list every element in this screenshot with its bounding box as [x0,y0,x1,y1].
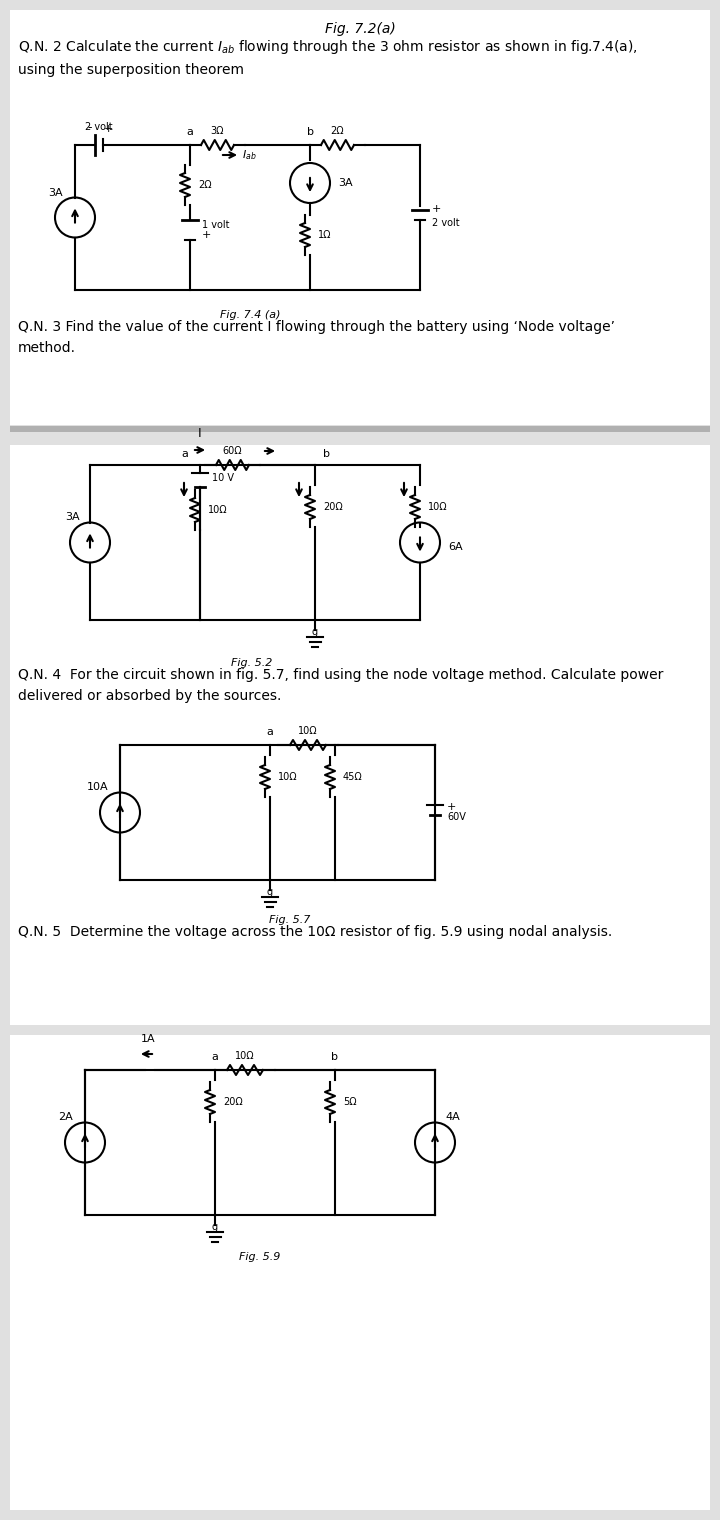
Text: +: + [104,125,113,134]
Text: Q.N. 2 Calculate the current $I_{ab}$ flowing through the 3 ohm resistor as show: Q.N. 2 Calculate the current $I_{ab}$ fl… [18,38,638,76]
Text: g: g [312,626,318,637]
Text: 6A: 6A [448,543,463,552]
Text: Q.N. 4  For the circuit shown in fig. 5.7, find using the node voltage method. C: Q.N. 4 For the circuit shown in fig. 5.7… [18,667,663,702]
Text: 10Ω: 10Ω [208,505,228,515]
Text: 3Ω: 3Ω [210,126,224,135]
Text: +: + [432,205,441,214]
Text: -: - [88,122,92,134]
Text: 4A: 4A [445,1111,460,1122]
Text: Fig. 5.7: Fig. 5.7 [269,915,311,926]
Text: b: b [307,128,313,137]
Text: 45Ω: 45Ω [343,772,363,781]
Text: $I_{ab}$: $I_{ab}$ [242,147,256,163]
Bar [10,1035,710,1509]
Text: a: a [266,727,274,737]
Text: Fig. 7.2(a): Fig. 7.2(a) [325,21,395,36]
Text: 60V: 60V [447,813,466,822]
Text: a: a [186,128,194,137]
Text: 10Ω: 10Ω [235,1050,255,1061]
Text: 2A: 2A [58,1111,73,1122]
Text: 20Ω: 20Ω [223,1097,243,1107]
Text: a: a [181,448,189,459]
Text: 3A: 3A [48,187,63,198]
Text: b: b [331,1052,338,1062]
Text: +: + [447,801,456,812]
Text: +: + [202,230,212,240]
Text: Q.N. 3 Find the value of the current I flowing through the battery using ‘Node v: Q.N. 3 Find the value of the current I f… [18,321,615,354]
Text: 10Ω: 10Ω [298,727,318,736]
Text: 5Ω: 5Ω [343,1097,356,1107]
Text: 10A: 10A [86,783,108,792]
Text: Fig. 5.9: Fig. 5.9 [239,1252,281,1262]
Text: Q.N. 5  Determine the voltage across the 10Ω resistor of fig. 5.9 using nodal an: Q.N. 5 Determine the voltage across the … [18,926,612,939]
Text: 1 volt: 1 volt [202,220,230,230]
Text: Fig. 7.4 (a): Fig. 7.4 (a) [220,310,280,321]
Text: 1Ω: 1Ω [318,230,331,240]
Text: 10Ω: 10Ω [278,772,297,781]
Text: 60Ω: 60Ω [222,445,242,456]
Text: 10 V: 10 V [212,473,234,483]
Text: 20Ω: 20Ω [323,502,343,512]
Bar [10,426,710,432]
Text: g: g [267,888,273,897]
Bar [10,11,710,426]
Text: g: g [212,1222,218,1233]
Bar [10,445,710,1024]
Text: 2 volt: 2 volt [432,219,459,228]
Text: a: a [212,1052,218,1062]
Text: 3A: 3A [338,178,353,188]
Text: I: I [198,427,202,439]
Text: Fig. 5.2: Fig. 5.2 [231,658,273,667]
Text: 2Ω: 2Ω [330,126,344,135]
Text: 10Ω: 10Ω [428,502,448,512]
Text: b: b [323,448,330,459]
Text: 2Ω: 2Ω [198,179,212,190]
Text: 3A: 3A [66,512,80,521]
Text: 1A: 1A [140,1034,156,1044]
Text: 2 volt: 2 volt [85,122,113,132]
